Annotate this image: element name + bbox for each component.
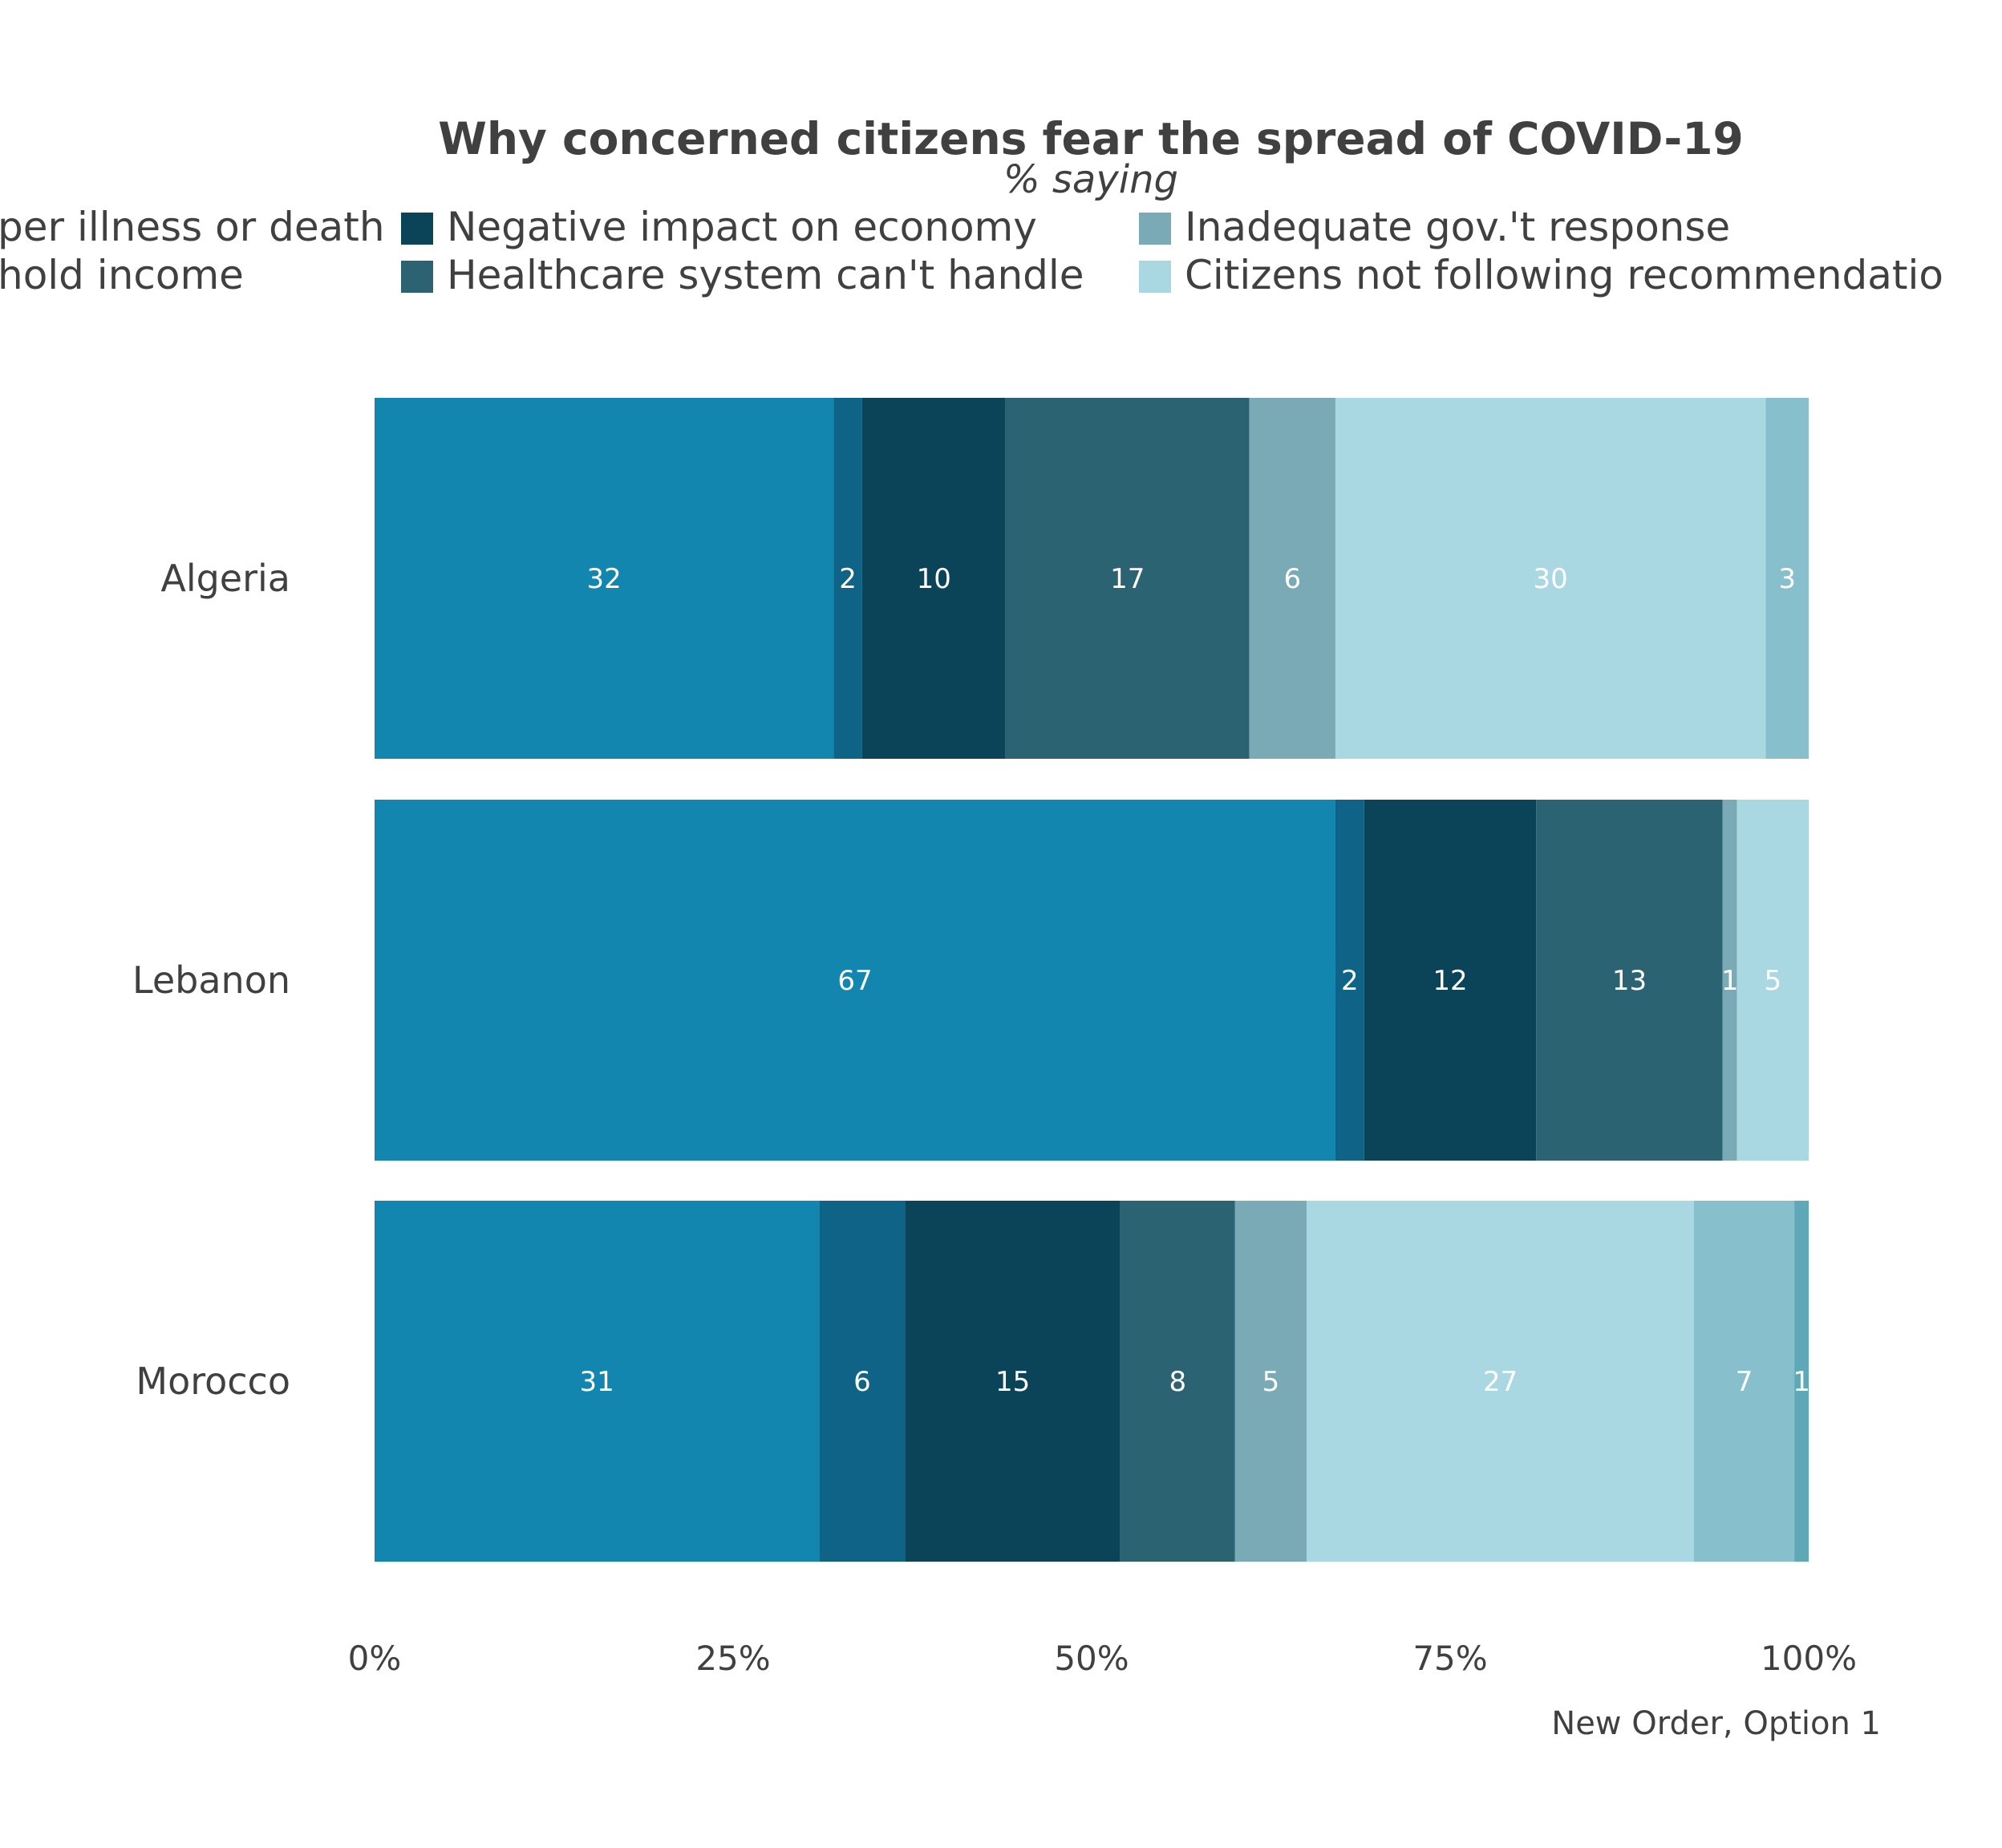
legend-item: Healthcare system can't handle [401,252,1084,298]
data-label: 31 [580,1366,614,1398]
category-label: Lebanon [132,958,290,1002]
data-label: 3 [1778,563,1796,595]
bar-segment [1249,398,1335,759]
legend-label: hold income [0,252,244,298]
bar-segment [375,1201,820,1562]
legend-swatch [1139,261,1171,293]
data-label: 12 [1433,965,1467,997]
bar-segment [819,1201,906,1562]
data-label: 30 [1534,563,1568,595]
data-label: 6 [1283,563,1301,595]
legend-item: Citizens not following recommendatio [1139,252,1943,298]
bar-segment [1737,800,1809,1161]
bar-segment [1005,398,1250,759]
legend-item: Negative impact on economy [401,204,1037,250]
data-label: 7 [1736,1366,1753,1398]
data-label: 27 [1483,1366,1518,1398]
data-label: 5 [1764,965,1781,997]
bar-segment [1794,1201,1809,1562]
chart-title: Why concerned citizens fear the spread o… [438,113,1744,164]
bar-segment [1335,800,1364,1161]
data-label: 32 [586,563,621,595]
data-label: 6 [853,1366,871,1398]
legend-item: hold income [0,252,244,298]
legend-item: per illness or death [0,204,385,250]
legend-label: Healthcare system can't handle [447,252,1084,298]
data-label: 67 [837,965,872,997]
data-label: 5 [1262,1366,1280,1398]
data-label: 13 [1612,965,1647,997]
x-tick-label: 25% [695,1639,770,1678]
bar-segment [375,398,834,759]
category-label: Algeria [160,557,290,600]
data-label: 8 [1169,1366,1186,1398]
data-label: 10 [917,563,951,595]
bar-segment [1693,1201,1795,1562]
data-label: 1 [1721,965,1739,997]
bar-segment [1234,1201,1307,1562]
x-tick-label: 50% [1054,1639,1129,1678]
bar-segment [1120,1201,1235,1562]
bar-segment [861,398,1006,759]
legend-label: Negative impact on economy [447,204,1037,250]
bar-segment [905,1201,1121,1562]
x-tick-label: 0% [348,1639,402,1678]
legend-item: Inadequate gov.'t response [1139,204,1730,250]
chart-caption: New Order, Option 1 [1551,1705,1881,1742]
legend-swatch [401,213,433,245]
x-axis: 0% 25% 50% 75% 100% [348,1639,1857,1678]
bar-segment [833,398,862,759]
bar-segment [1765,398,1809,759]
data-label: 2 [839,563,857,595]
legend-swatch [401,261,433,293]
bar-segment [1536,800,1723,1161]
bar-segment [375,800,1335,1161]
bar-segment [1335,398,1766,759]
data-label: 1 [1793,1366,1810,1398]
data-label: 15 [995,1366,1030,1398]
chart-subtitle: % saying [1003,157,1178,202]
bar-segment [1307,1201,1694,1562]
legend-label: Citizens not following recommendatio [1185,252,1943,298]
bar-segment [1364,800,1537,1161]
x-tick-label: 75% [1412,1639,1487,1678]
category-label: Morocco [136,1360,290,1403]
data-label: 2 [1341,965,1359,997]
data-label: 17 [1110,563,1145,595]
legend-label: per illness or death [0,204,385,250]
legend-swatch [1139,213,1171,245]
x-tick-label: 100% [1761,1639,1857,1678]
legend-label: Inadequate gov.'t response [1185,204,1730,250]
bar-segment [1722,800,1737,1161]
